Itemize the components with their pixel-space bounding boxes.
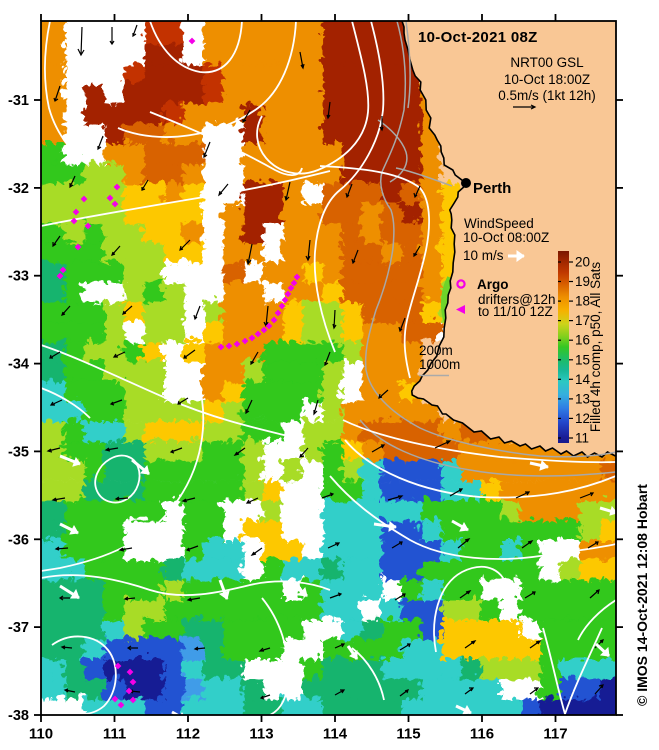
svg-text:16: 16 [575,333,590,348]
svg-text:1000m: 1000m [419,357,460,372]
svg-text:110: 110 [29,726,53,743]
svg-text:19: 19 [575,274,590,289]
svg-text:116: 116 [470,726,494,743]
svg-text:12: 12 [575,411,590,426]
svg-text:18: 18 [575,294,590,309]
svg-text:115: 115 [396,726,420,743]
svg-text:117: 117 [543,726,567,743]
svg-text:113: 113 [249,726,273,743]
svg-text:13: 13 [575,391,590,406]
svg-text:-37: -37 [8,620,29,636]
svg-text:15: 15 [575,352,590,367]
svg-text:114: 114 [323,726,348,743]
svg-text:-34: -34 [8,357,29,373]
svg-text:-33: -33 [8,269,29,285]
svg-text:10-Oct-2021 08Z: 10-Oct-2021 08Z [418,29,538,46]
svg-text:drifters@12h: drifters@12h [478,292,556,307]
svg-text:10-Oct 18:00Z: 10-Oct 18:00Z [504,72,590,87]
svg-text:Filled 4h comp, p50, All Sats: Filled 4h comp, p50, All Sats [588,262,603,433]
svg-text:-36: -36 [8,532,29,548]
svg-text:to 11/10 12Z: to 11/10 12Z [478,304,553,319]
svg-text:-35: -35 [8,444,29,460]
svg-text:14: 14 [575,372,591,387]
svg-text:200m: 200m [419,343,453,358]
svg-text:17: 17 [575,313,590,328]
svg-text:Argo: Argo [477,277,509,292]
svg-text:© IMOS 14-Oct-2021 12:08 Hobar: © IMOS 14-Oct-2021 12:08 Hobart [634,484,650,706]
svg-text:-32: -32 [8,181,29,197]
svg-text:-38: -38 [8,708,29,724]
svg-text:10-Oct 08:00Z: 10-Oct 08:00Z [463,230,549,245]
svg-text:Perth: Perth [473,180,511,197]
svg-text:11: 11 [575,431,589,446]
svg-text:20: 20 [575,255,590,270]
svg-text:NRT00 GSL: NRT00 GSL [510,55,584,70]
svg-text:WindSpeed: WindSpeed [464,216,534,231]
svg-text:10 m/s: 10 m/s [463,248,504,263]
svg-text:0.5m/s (1kt 12h): 0.5m/s (1kt 12h) [498,88,596,103]
svg-text:112: 112 [176,726,200,743]
svg-text:-31: -31 [8,93,29,109]
svg-text:111: 111 [103,726,126,743]
